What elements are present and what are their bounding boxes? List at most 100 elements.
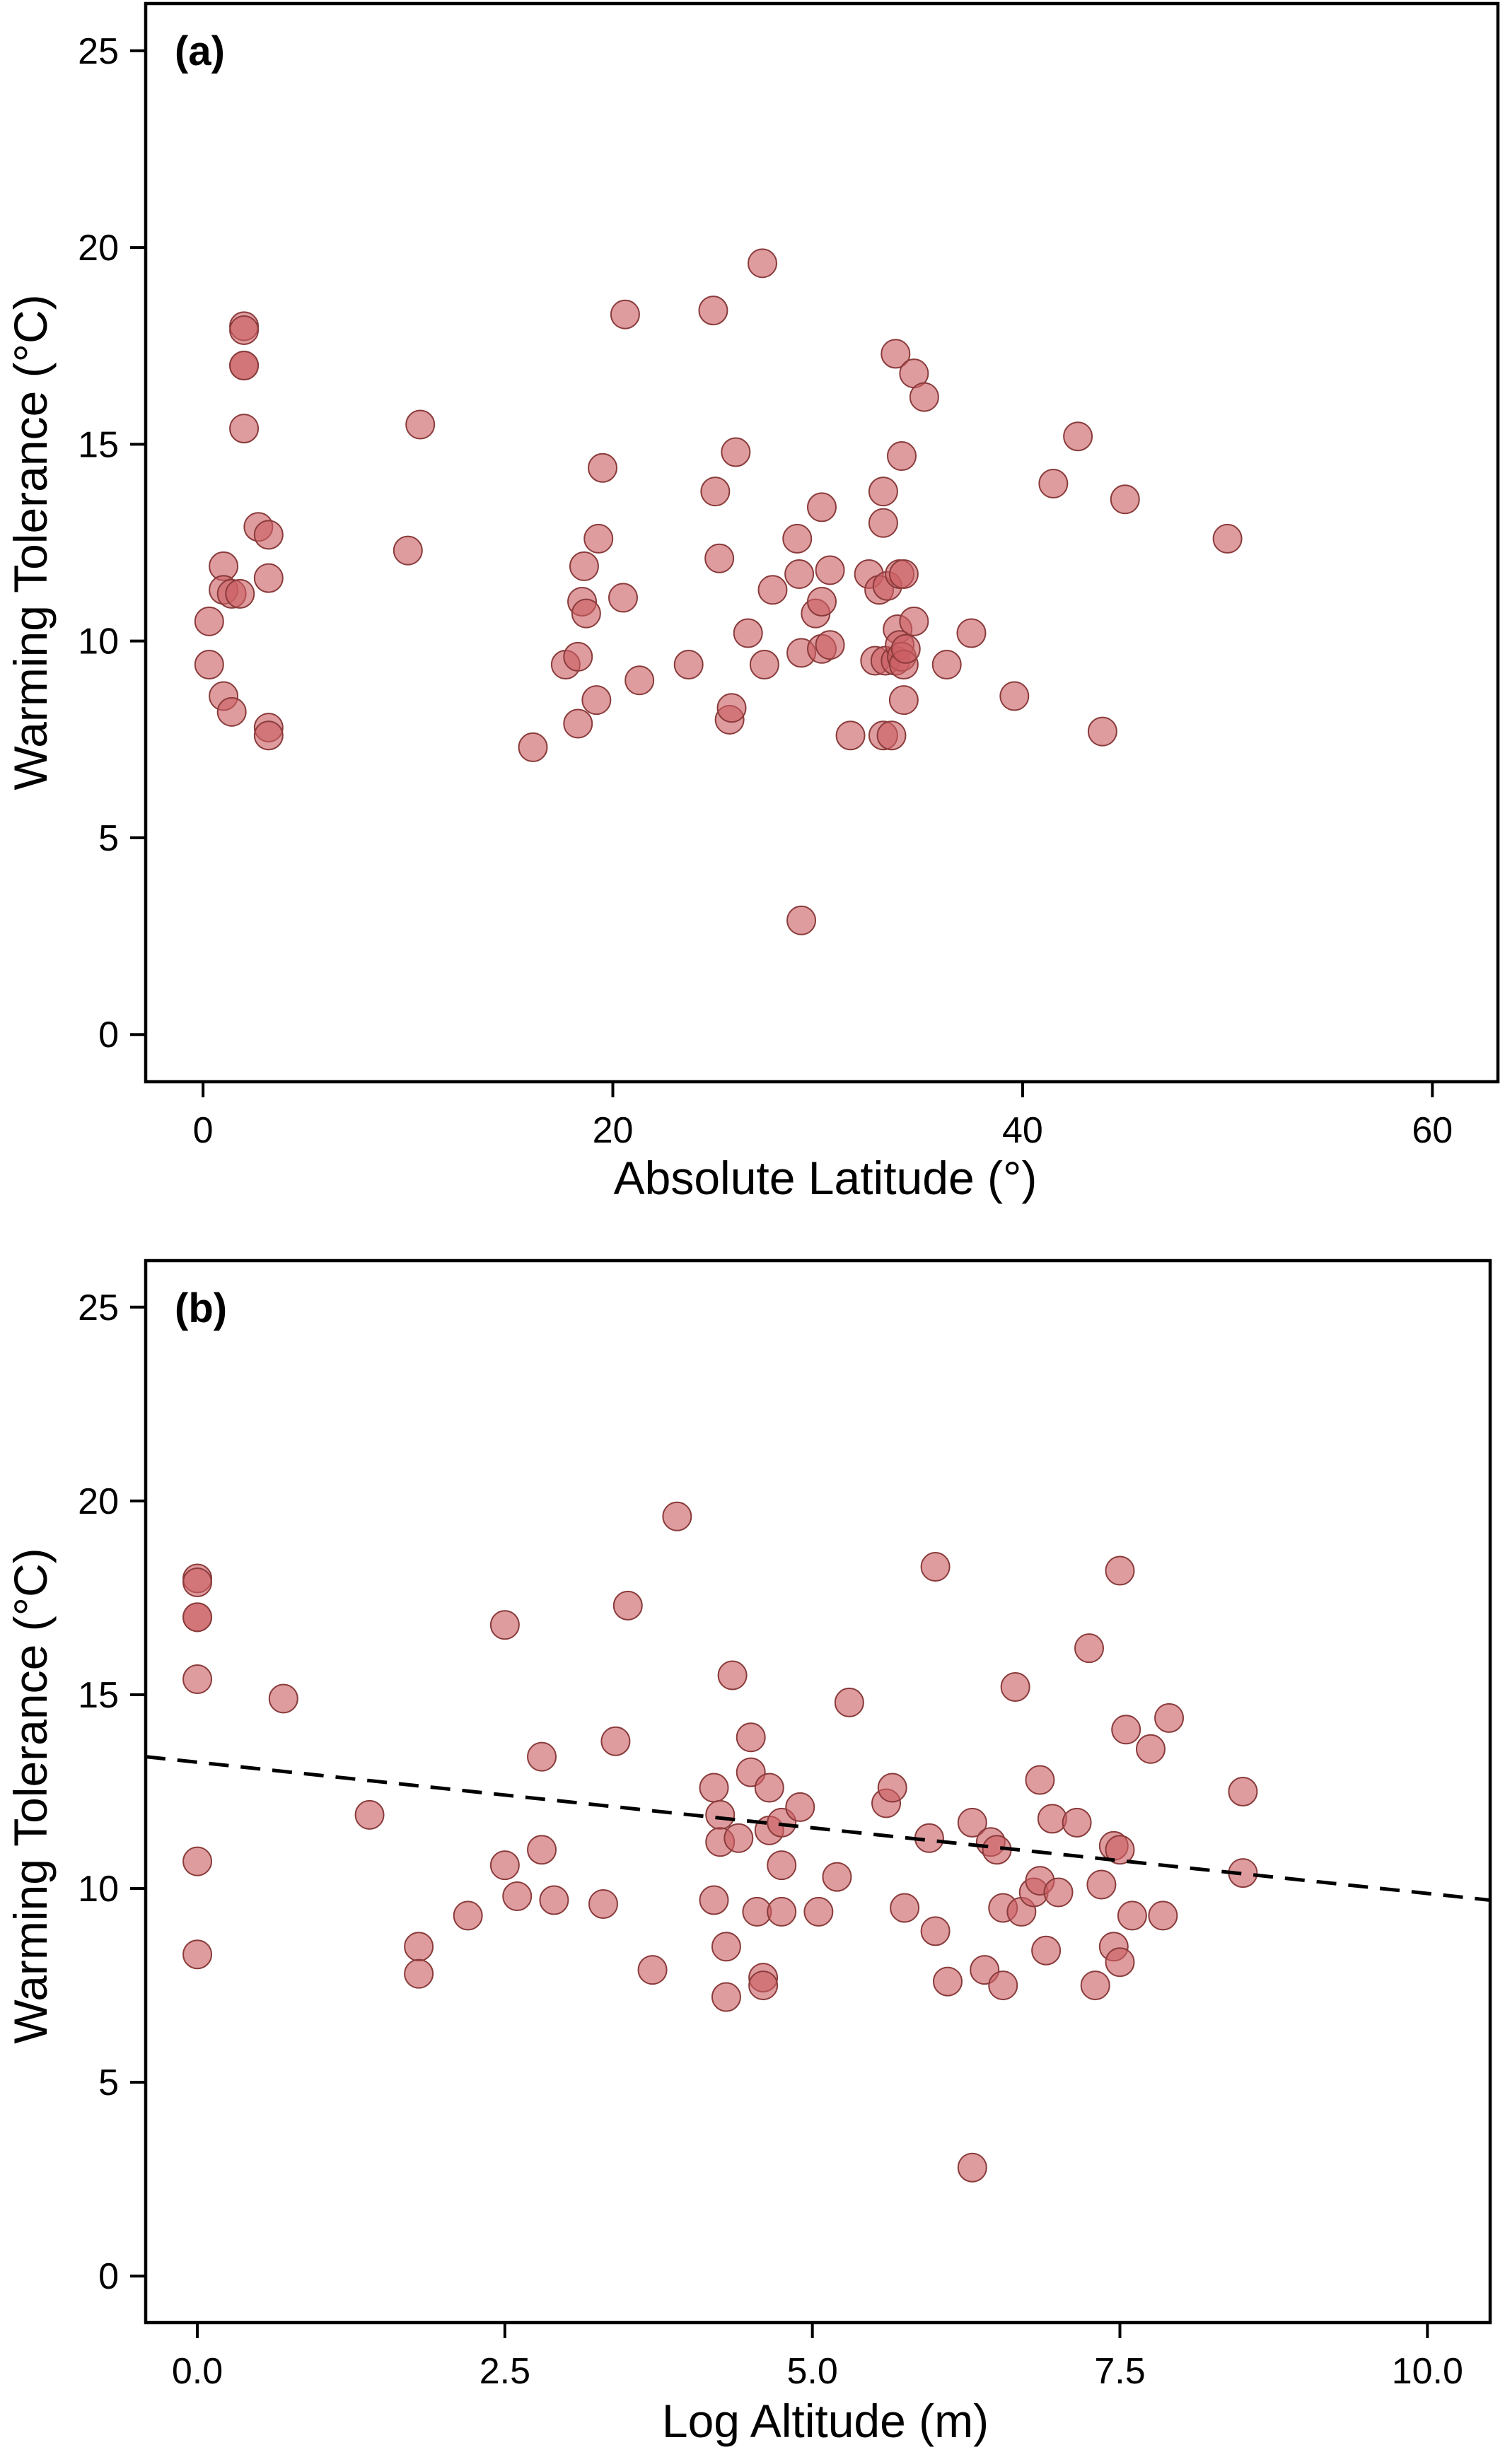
panel-b-data-point [1031,1935,1062,1966]
panel-b-data-point [1105,1555,1135,1586]
panel-a-x-tick-label: 40 [1002,1110,1043,1151]
panel-a-y-tick-label: 25 [78,31,119,72]
panel-a-data-point [1038,469,1069,499]
panel-b-label: (b) [175,1285,227,1331]
panel-b-data-point [1062,1807,1092,1838]
panel-a-x-axis-title: Absolute Latitude (°) [614,1152,1038,1204]
panel-b-data-point [637,1955,668,1985]
panel-b-y-axis: 0 5 10 15 20 25 [78,1288,146,2297]
panel-a-data-point [518,732,548,762]
panel-b-y-tick-label: 25 [78,1288,119,1329]
panel-a-data-point [569,551,599,581]
panel-a-data-point [624,665,655,696]
panel-b-y-tick-label: 15 [78,1675,119,1716]
panel-b-data-point [404,1932,434,1962]
panel-a-data-point [405,409,436,440]
panel-b-data-point [527,1835,557,1865]
panel-a-data-point [786,905,817,935]
panel-a-data-point [886,441,917,472]
panel-a-data-point [815,555,845,585]
panel-b-data-point [890,1893,920,1923]
panel-b-scatter-chart: (b) Log Altitude (m) Warming Tolerance (… [4,1259,1492,2447]
panel-b-y-tick-label: 0 [98,2256,119,2297]
panel-b-data-point [182,1664,213,1695]
panel-a-data-point [253,520,284,550]
panel-a-data-point [194,650,224,680]
panel-a-y-axis: 0 5 10 15 20 25 [78,31,146,1056]
panel-b-data-point [1148,1900,1178,1931]
panel-b-data-point [1080,1970,1110,2001]
panel-a-data-point [815,630,845,660]
panel-b-data-point [1111,1715,1141,1745]
panel-a-data-point [571,598,601,629]
panel-a-x-tick-label: 20 [593,1110,634,1151]
panel-b-data-point [539,1885,569,1915]
panel-a-data-point [757,575,788,605]
panel-a-x-tick-label: 0 [193,1110,214,1151]
panel-a-data-point [881,339,911,369]
panel-b-data-point [1000,1671,1030,1702]
panel-b-data-point [988,1970,1018,2001]
panel-a-data-point [721,437,751,467]
panel-a-label: (a) [175,28,225,74]
panel-b-data-point [754,1773,784,1803]
panel-a-data-point [931,650,962,680]
panel-a-y-tick-label: 15 [78,424,119,465]
panel-a-data-point [216,696,247,727]
panel-b-data-point [662,1501,692,1531]
panel-a-data-point [716,693,747,723]
panel-a-data-point [700,477,731,507]
panel-a-data-point [253,563,284,593]
panel-a-data-point [698,296,728,326]
panel-b-x-tick-label: 0.0 [172,2351,223,2392]
panel-b-data-point [736,1722,766,1753]
panel-a-data-point [868,477,898,507]
panel-b-data-point [182,1846,213,1876]
panel-b-data-point [182,1567,213,1597]
panel-a-y-tick-label: 10 [78,621,119,662]
panel-b-data-points [182,1501,1258,2183]
panel-a-data-point [253,720,284,751]
panel-b-data-point [705,1799,736,1830]
panel-b-data-point [600,1726,631,1756]
panel-a-y-axis-title: Warming Tolerance (°C) [4,294,57,790]
panel-b-data-point [1025,1765,1055,1795]
panel-b-data-point [957,2152,987,2183]
panel-b-data-point [527,1741,557,1772]
panel-a-data-point [999,681,1030,711]
panel-a-data-point [581,685,612,716]
panel-a-data-point [229,351,260,381]
panel-b-data-point [767,1896,797,1927]
panel-b-data-point [182,1939,213,1970]
panel-a-data-point [784,559,815,590]
panel-b-data-point [920,1916,951,1946]
panel-b-data-point [785,1792,815,1822]
panel-b-data-point [268,1683,298,1714]
panel-a-plot-frame [144,1,1500,1084]
panel-a-y-tick-label: 20 [78,228,119,269]
panel-b-data-point [711,1982,741,2012]
panel-b-data-point [182,1602,213,1633]
panel-b-data-point [803,1896,834,1927]
panel-a-data-point [782,523,813,554]
panel-a-data-point [733,618,763,648]
panel-b-data-point [1228,1777,1258,1806]
panel-a-data-point [835,720,866,751]
panel-b-data-point [1086,1869,1117,1900]
panel-b-data-point [1037,1804,1067,1834]
panel-a-data-point [393,535,423,566]
panel-b-x-tick-label: 7.5 [1094,2351,1145,2392]
panel-b-data-point [612,1590,643,1621]
panel-b-data-point [1105,1835,1135,1865]
panel-b-data-point [748,1970,779,2001]
panel-b-data-point [489,1610,520,1640]
panel-b-data-point [489,1850,520,1881]
panel-a-data-point [704,543,735,573]
panel-a-data-point [807,586,837,617]
panel-b-data-point [711,1932,741,1962]
panel-b-data-point [453,1900,483,1931]
panel-a-x-tick-label: 60 [1412,1110,1453,1151]
panel-a-data-point [749,650,779,680]
panel-b-y-axis-title: Warming Tolerance (°C) [4,1548,57,2043]
